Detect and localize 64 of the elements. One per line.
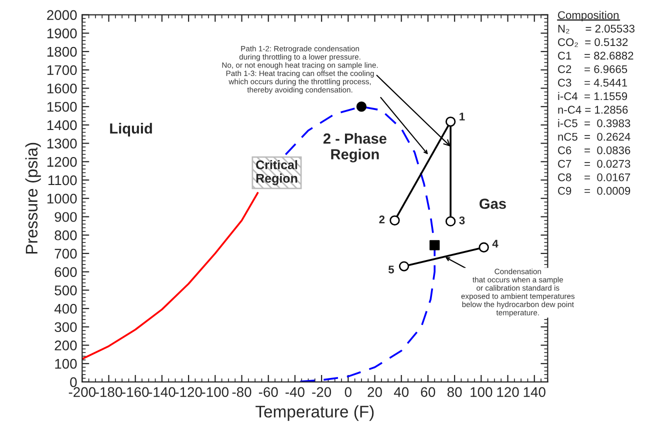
text: n-C4 = 1.2856 <box>558 106 628 114</box>
text: C3 = 4.5441 <box>558 78 628 87</box>
x-tick-label: -40 <box>286 387 304 397</box>
x-tick-label: -160 <box>122 387 149 397</box>
x-tick-label: 80 <box>447 387 462 397</box>
text: nC5 = 0.2624 <box>558 132 630 141</box>
annotation: 2 - Phase Region <box>323 133 386 162</box>
x-tick-label: 60 <box>420 387 436 397</box>
y-tick-label: 400 <box>54 304 77 314</box>
annotation: 2 <box>379 216 385 224</box>
y-tick-label: 700 <box>54 248 77 259</box>
text: C1 = 82.6882 <box>558 52 634 60</box>
text: C8 = 0.0167 <box>558 173 630 182</box>
x-axis-title: Temperature (F) <box>256 405 374 421</box>
text: C6 = 0.0836 <box>558 146 630 154</box>
x-tick-label: -60 <box>258 387 278 397</box>
x-tick-label: -180 <box>95 387 122 397</box>
x-tick-label: 140 <box>524 387 546 397</box>
x-tick-label: 40 <box>394 387 409 397</box>
x-tick-label: -120 <box>175 387 202 397</box>
text: C9 = 0.0009 <box>558 186 630 195</box>
y-tick-label: 1400 <box>47 120 77 130</box>
x-tick-label: 100 <box>470 387 492 397</box>
y-tick-label: 300 <box>54 322 77 332</box>
x-tick-label: -200 <box>68 387 96 397</box>
y-tick-label: 1200 <box>47 157 77 167</box>
annotation: 5 <box>388 266 394 274</box>
annotation: Liquid <box>110 122 152 137</box>
y-tick-label: 0 <box>70 377 77 388</box>
y-tick-label: 100 <box>55 358 77 369</box>
y-tick-label: 1000 <box>47 194 77 204</box>
y-axis-title: Pressure (psia) <box>25 142 41 254</box>
annotation: 3 <box>459 216 465 224</box>
y-tick-label: 1100 <box>48 175 77 186</box>
x-tick-label: -80 <box>232 387 252 397</box>
y-tick-label: 600 <box>54 267 77 277</box>
y-tick-label: 200 <box>54 340 77 350</box>
text: CO₂ = 0.5132 <box>558 38 628 47</box>
x-tick-label: -100 <box>202 387 229 397</box>
x-tick-label: 120 <box>497 387 519 397</box>
x-tick-label: 20 <box>368 387 382 397</box>
y-tick-label: 900 <box>54 212 77 222</box>
y-tick-label: 1500 <box>47 102 77 112</box>
annotation: 1 <box>460 112 465 120</box>
text: i-C4 = 1.1559 <box>558 92 628 100</box>
text: C2 = 6.9665 <box>558 65 628 74</box>
y-tick-label: 1300 <box>47 138 77 148</box>
x-tick-label: 0 <box>344 387 352 397</box>
y-tick-label: 1800 <box>47 46 77 57</box>
y-tick-label: 1600 <box>47 84 77 94</box>
annotation: Critical Region <box>256 160 298 186</box>
y-tick-label: 800 <box>54 230 77 240</box>
text: Composition <box>558 10 618 22</box>
annotation: Gas <box>480 198 506 209</box>
x-tick-label: -20 <box>312 387 332 397</box>
text: i-C5 = 0.3983 <box>558 119 630 128</box>
y-tick-label: 500 <box>54 285 77 296</box>
y-tick-label: 2000 <box>47 10 77 20</box>
text: C7 = 0.0273 <box>558 160 630 168</box>
text: N₂ = 2.05533 <box>558 24 634 34</box>
y-tick-label: 1700 <box>47 65 77 76</box>
y-tick-label: 1900 <box>47 28 77 38</box>
x-tick-label: -140 <box>148 387 176 397</box>
annotation: 4 <box>492 240 498 248</box>
